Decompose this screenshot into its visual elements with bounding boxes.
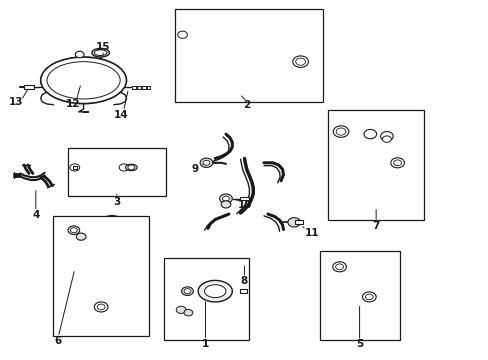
Circle shape bbox=[332, 126, 348, 137]
Circle shape bbox=[183, 289, 190, 294]
Text: 4: 4 bbox=[32, 210, 40, 220]
Bar bbox=[137, 86, 141, 89]
Text: 1: 1 bbox=[202, 339, 209, 349]
Circle shape bbox=[382, 136, 390, 142]
Circle shape bbox=[177, 31, 187, 39]
Ellipse shape bbox=[198, 280, 232, 302]
Text: 12: 12 bbox=[65, 99, 80, 109]
Text: 6: 6 bbox=[55, 336, 61, 346]
Circle shape bbox=[393, 160, 401, 166]
Circle shape bbox=[365, 294, 372, 300]
Ellipse shape bbox=[47, 62, 120, 99]
Bar bbox=[147, 86, 150, 89]
Circle shape bbox=[70, 164, 80, 171]
Text: 13: 13 bbox=[9, 97, 23, 107]
Text: 14: 14 bbox=[114, 110, 129, 120]
Circle shape bbox=[390, 158, 404, 168]
Circle shape bbox=[181, 287, 193, 296]
Bar bbox=[328, 110, 423, 220]
Ellipse shape bbox=[92, 48, 109, 57]
Bar bbox=[295, 220, 302, 225]
Text: 10: 10 bbox=[238, 200, 252, 210]
Circle shape bbox=[119, 164, 129, 171]
Bar bbox=[239, 289, 246, 293]
Circle shape bbox=[287, 218, 300, 227]
Circle shape bbox=[203, 160, 209, 165]
Circle shape bbox=[222, 196, 229, 201]
Circle shape bbox=[332, 262, 346, 272]
Ellipse shape bbox=[41, 57, 126, 104]
Circle shape bbox=[183, 310, 192, 316]
Circle shape bbox=[75, 51, 84, 58]
Bar bbox=[68, 148, 166, 196]
Circle shape bbox=[295, 58, 305, 65]
Circle shape bbox=[380, 132, 392, 141]
Circle shape bbox=[219, 194, 232, 203]
Bar bbox=[142, 86, 145, 89]
Ellipse shape bbox=[204, 285, 225, 298]
Circle shape bbox=[221, 201, 230, 208]
Circle shape bbox=[94, 302, 108, 312]
Circle shape bbox=[335, 128, 345, 135]
Bar bbox=[175, 9, 323, 102]
Circle shape bbox=[335, 264, 343, 270]
Text: 15: 15 bbox=[96, 42, 110, 51]
Circle shape bbox=[128, 165, 135, 170]
Bar bbox=[53, 216, 149, 336]
Circle shape bbox=[292, 56, 308, 67]
Text: 2: 2 bbox=[243, 100, 250, 111]
Ellipse shape bbox=[125, 164, 137, 171]
Circle shape bbox=[68, 226, 80, 234]
Circle shape bbox=[176, 306, 185, 314]
Text: 11: 11 bbox=[304, 228, 318, 238]
Text: 5: 5 bbox=[355, 339, 363, 349]
Bar bbox=[73, 166, 77, 169]
Bar bbox=[163, 258, 249, 339]
Text: 8: 8 bbox=[241, 276, 247, 286]
Circle shape bbox=[76, 233, 86, 240]
Circle shape bbox=[97, 304, 105, 310]
Ellipse shape bbox=[94, 50, 107, 55]
Circle shape bbox=[363, 130, 376, 139]
Circle shape bbox=[70, 228, 77, 233]
Bar bbox=[239, 197, 249, 201]
Bar bbox=[132, 86, 136, 89]
Circle shape bbox=[200, 158, 212, 167]
Text: 3: 3 bbox=[113, 197, 120, 207]
Bar bbox=[24, 85, 34, 89]
Text: 9: 9 bbox=[191, 164, 198, 174]
Text: 7: 7 bbox=[372, 221, 379, 230]
Circle shape bbox=[362, 292, 375, 302]
Bar bbox=[320, 251, 399, 339]
